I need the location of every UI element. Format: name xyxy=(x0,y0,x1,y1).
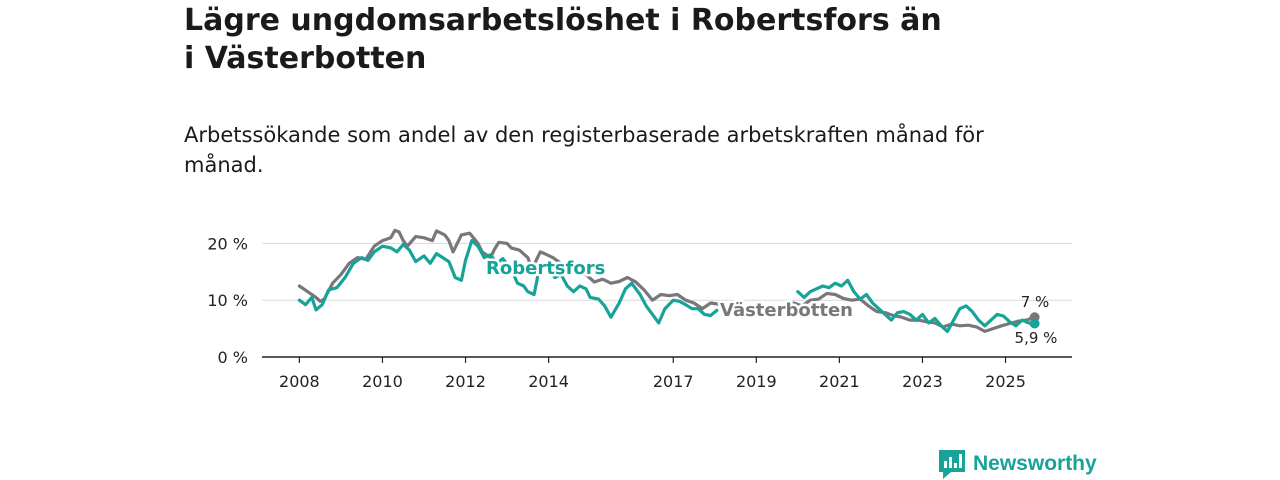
x-tick-label: 2008 xyxy=(279,372,320,391)
series-label-halo: Robertsfors xyxy=(486,258,605,279)
x-tick-label: 2023 xyxy=(902,372,943,391)
series-line-robertsfors xyxy=(796,278,1037,333)
y-tick-label: 10 % xyxy=(207,291,248,310)
x-tick-label: 2025 xyxy=(985,372,1026,391)
y-axis-ticks: 0 % 10 % 20 % xyxy=(207,234,248,367)
brand-logo: Newsworthy xyxy=(937,448,1097,480)
newsworthy-logo-icon xyxy=(939,450,965,479)
y-tick-label: 0 % xyxy=(218,348,248,367)
x-tick-label: 2014 xyxy=(528,372,569,391)
series-line-västerbotten xyxy=(297,228,721,311)
y-tick-label: 20 % xyxy=(207,234,248,253)
x-tick-label: 2010 xyxy=(362,372,403,391)
x-tick-label: 2019 xyxy=(736,372,777,391)
end-value-label: 7 % xyxy=(1021,293,1050,311)
series-line-robertsfors xyxy=(297,239,719,325)
chart-subtitle: Arbetssökande som andel av den registerb… xyxy=(184,123,984,177)
page-title: Lägre ungdomsarbetslöshet i Robertsfors … xyxy=(184,3,942,76)
end-value-label: 5,9 % xyxy=(1015,329,1058,347)
series-label-västerbotten: Västerbotten xyxy=(720,300,853,321)
x-tick-label: 2012 xyxy=(445,372,486,391)
series-label-halo: Västerbotten xyxy=(720,300,853,321)
series-lines xyxy=(297,228,1040,333)
x-tick-label: 2021 xyxy=(819,372,860,391)
x-axis-ticks: 2008 2010 2012 2014 2017 2019 2021 2023 2025 xyxy=(279,357,1026,391)
series-label-robertsfors: Robertsfors xyxy=(486,258,605,279)
x-tick-label: 2017 xyxy=(653,372,694,391)
brand-name: Newsworthy xyxy=(973,452,1097,475)
series-end-marker xyxy=(1029,318,1040,329)
grid-lines xyxy=(262,242,1072,301)
